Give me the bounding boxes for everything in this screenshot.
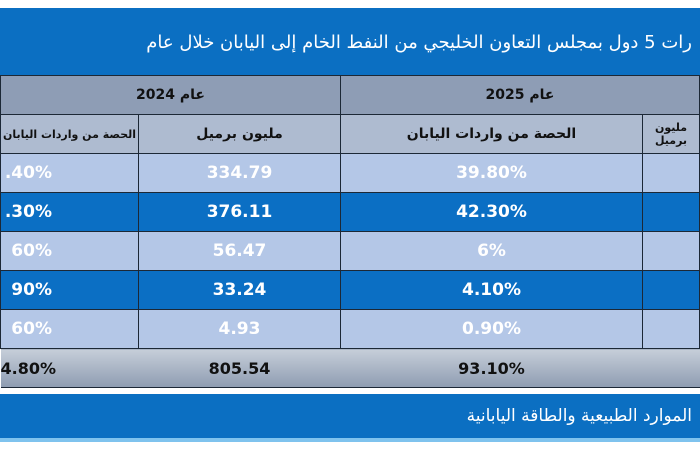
table-row: .30% 376.11 42.30% [0,192,700,232]
mbbl-2024-cell: 334.79 [138,153,341,193]
table-title: رات 5 دول بمجلس التعاون الخليجي من النفط… [0,8,700,76]
share-2025-cell: 0.90% [340,309,643,349]
mbbl-2024-cell: 33.24 [138,270,341,310]
mbbl-2025-cell [642,309,700,349]
total-row: 4.80% 805.54 93.10% [0,348,700,388]
source-text: الموارد الطبيعية والطاقة اليابانية [466,406,692,426]
year-header-row: عام 2024 عام 2025 [0,75,700,115]
mbbl-2024-cell: 4.93 [138,309,341,349]
mbbl-2025-cell [642,153,700,193]
share-2024-cell: .30% [0,192,139,232]
mbbl-2025-header: مليون برميل [642,114,700,154]
mbbl-2025-cell [642,231,700,271]
mbbl-2024-header: مليون برميل [138,114,341,154]
share-2025-cell: 6% [340,231,643,271]
imports-table: عام 2024 عام 2025 الحصة من واردات اليابا… [0,75,700,388]
share-2024-cell: .40% [0,153,139,193]
column-header-row: الحصة من واردات اليابان مليون برميل الحص… [0,114,700,154]
table-row: 60% 4.93 0.90% [0,309,700,349]
share-2025-cell: 42.30% [340,192,643,232]
table-row: 90% 33.24 4.10% [0,270,700,310]
total-share-2024: 4.80% [0,348,139,388]
share-2024-cell: 90% [0,270,139,310]
share-2025-cell: 39.80% [340,153,643,193]
total-mbbl-2024: 805.54 [138,348,341,388]
share-2024-cell: 60% [0,231,139,271]
year-2024-header: عام 2024 [0,75,341,115]
share-2024-cell: 60% [0,309,139,349]
share-2024-header: الحصة من واردات اليابان [0,114,139,154]
mbbl-2025-cell [642,270,700,310]
year-2025-header: عام 2025 [340,75,700,115]
title-text: رات 5 دول بمجلس التعاون الخليجي من النفط… [146,31,692,53]
total-mbbl-2025 [642,348,700,388]
mbbl-2024-cell: 376.11 [138,192,341,232]
table-row: 60% 56.47 6% [0,231,700,271]
mbbl-2025-cell [642,192,700,232]
total-share-2025: 93.10% [340,348,643,388]
share-2025-header: الحصة من واردات اليابان [340,114,643,154]
table-row: .40% 334.79 39.80% [0,153,700,193]
share-2025-cell: 4.10% [340,270,643,310]
source-footer: الموارد الطبيعية والطاقة اليابانية [0,394,700,442]
mbbl-2024-cell: 56.47 [138,231,341,271]
